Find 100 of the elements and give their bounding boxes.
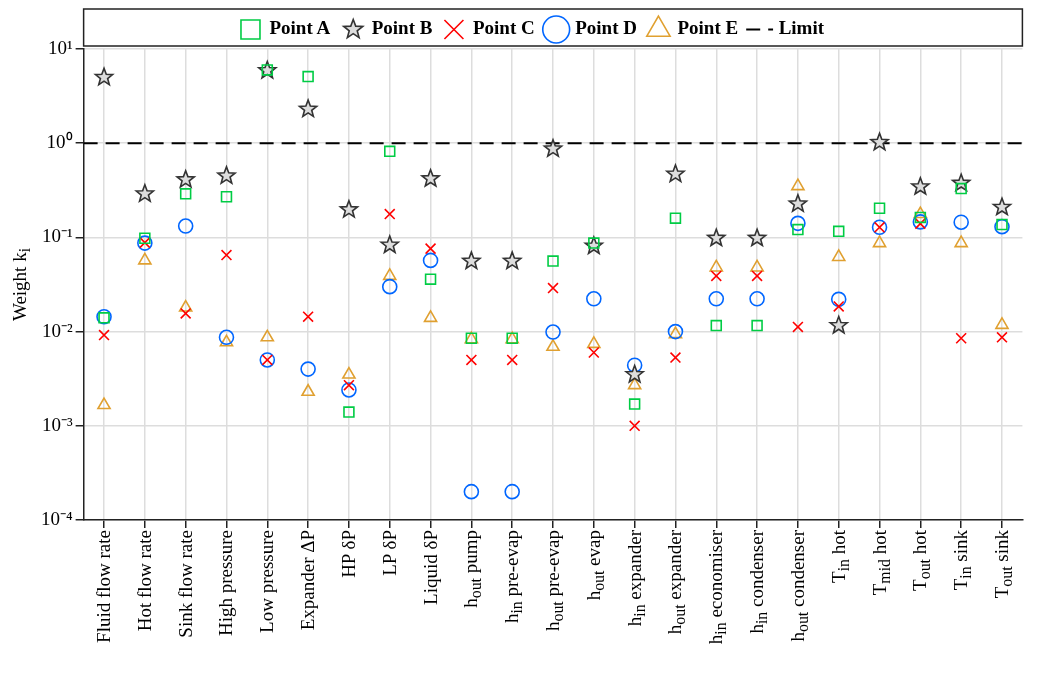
- point: [98, 312, 110, 324]
- point: [220, 249, 233, 261]
- point: [547, 282, 559, 294]
- point: [178, 299, 193, 312]
- point: [588, 346, 600, 359]
- point: [422, 252, 439, 269]
- point: [954, 235, 969, 248]
- point: [669, 351, 682, 364]
- point: [792, 321, 804, 333]
- point: [995, 317, 1009, 330]
- point: [463, 483, 480, 500]
- point: [830, 291, 847, 308]
- legend-label: Point E: [677, 17, 739, 39]
- point: [992, 197, 1012, 216]
- point: [504, 483, 520, 500]
- y-tick-label: 10⁻²: [41, 319, 73, 341]
- point: [706, 228, 726, 247]
- point: [747, 228, 767, 247]
- point: [710, 319, 723, 332]
- x-tick-label: Expander ΔP: [296, 530, 320, 631]
- point: [996, 331, 1008, 344]
- point: [424, 273, 437, 285]
- point: [788, 194, 808, 212]
- point: [423, 310, 438, 323]
- point: [339, 199, 359, 218]
- point: [139, 232, 151, 244]
- point: [298, 99, 318, 118]
- point: [219, 334, 234, 347]
- point: [994, 218, 1010, 235]
- point: [791, 178, 805, 191]
- point: [750, 259, 764, 272]
- point: [955, 332, 967, 344]
- point: [301, 383, 315, 397]
- point: [870, 132, 889, 151]
- point: [300, 361, 316, 377]
- point: [832, 225, 845, 238]
- point: [586, 336, 601, 349]
- legend-label: Point A: [269, 17, 331, 39]
- point: [749, 290, 765, 307]
- point: [137, 252, 152, 265]
- point: [506, 354, 518, 366]
- point: [176, 169, 196, 188]
- x-tick-label: Fluid flow rate: [92, 530, 116, 643]
- point: [625, 364, 644, 383]
- point: [873, 202, 886, 214]
- point: [342, 366, 356, 379]
- point: [751, 270, 763, 282]
- point: [832, 300, 845, 313]
- point: [792, 223, 804, 236]
- y-tick-label: 10⁻¹: [41, 225, 73, 247]
- point: [709, 259, 724, 272]
- point: [302, 310, 314, 323]
- point: [217, 166, 236, 184]
- x-tick-label: High pressure: [214, 530, 238, 637]
- y-tick-label: 10⁻⁴: [41, 507, 73, 529]
- point: [872, 235, 887, 248]
- x-tick-label: HP δP: [336, 530, 360, 578]
- y-tick-label: 10⁰: [46, 131, 73, 153]
- point: [628, 398, 641, 410]
- point: [465, 354, 478, 366]
- point: [543, 139, 563, 157]
- point: [343, 379, 355, 391]
- x-tick-label: Sink flow rate: [173, 530, 197, 638]
- point: [179, 188, 192, 200]
- point: [708, 290, 725, 307]
- point: [790, 215, 806, 232]
- legend-label: Point B: [371, 17, 433, 39]
- point: [341, 382, 357, 398]
- point: [627, 377, 642, 390]
- point: [502, 251, 522, 270]
- point: [914, 211, 927, 224]
- x-tick-label: LP δP: [377, 530, 401, 576]
- point: [135, 184, 155, 202]
- x-tick-label: Liquid δP: [418, 530, 442, 605]
- point: [545, 324, 561, 340]
- point: [381, 278, 398, 295]
- point: [666, 164, 685, 183]
- point: [260, 329, 275, 342]
- point: [547, 255, 559, 267]
- point: [97, 397, 111, 410]
- y-tick-label: 10¹: [47, 36, 73, 58]
- point: [302, 70, 314, 83]
- point: [462, 251, 481, 270]
- point: [586, 290, 602, 307]
- point: [380, 235, 400, 254]
- point: [220, 191, 233, 203]
- point: [218, 329, 235, 346]
- legend-label: Point C: [472, 17, 535, 39]
- point: [546, 338, 560, 352]
- point: [384, 208, 396, 220]
- point: [94, 67, 114, 86]
- point: [911, 176, 930, 195]
- y-tick-label: 10⁻³: [41, 413, 73, 435]
- point: [98, 329, 110, 341]
- point: [710, 270, 723, 282]
- point: [831, 249, 846, 262]
- x-tick-label: Hot flow rate: [132, 530, 156, 632]
- point: [179, 307, 192, 320]
- point: [829, 315, 849, 334]
- point: [669, 212, 682, 224]
